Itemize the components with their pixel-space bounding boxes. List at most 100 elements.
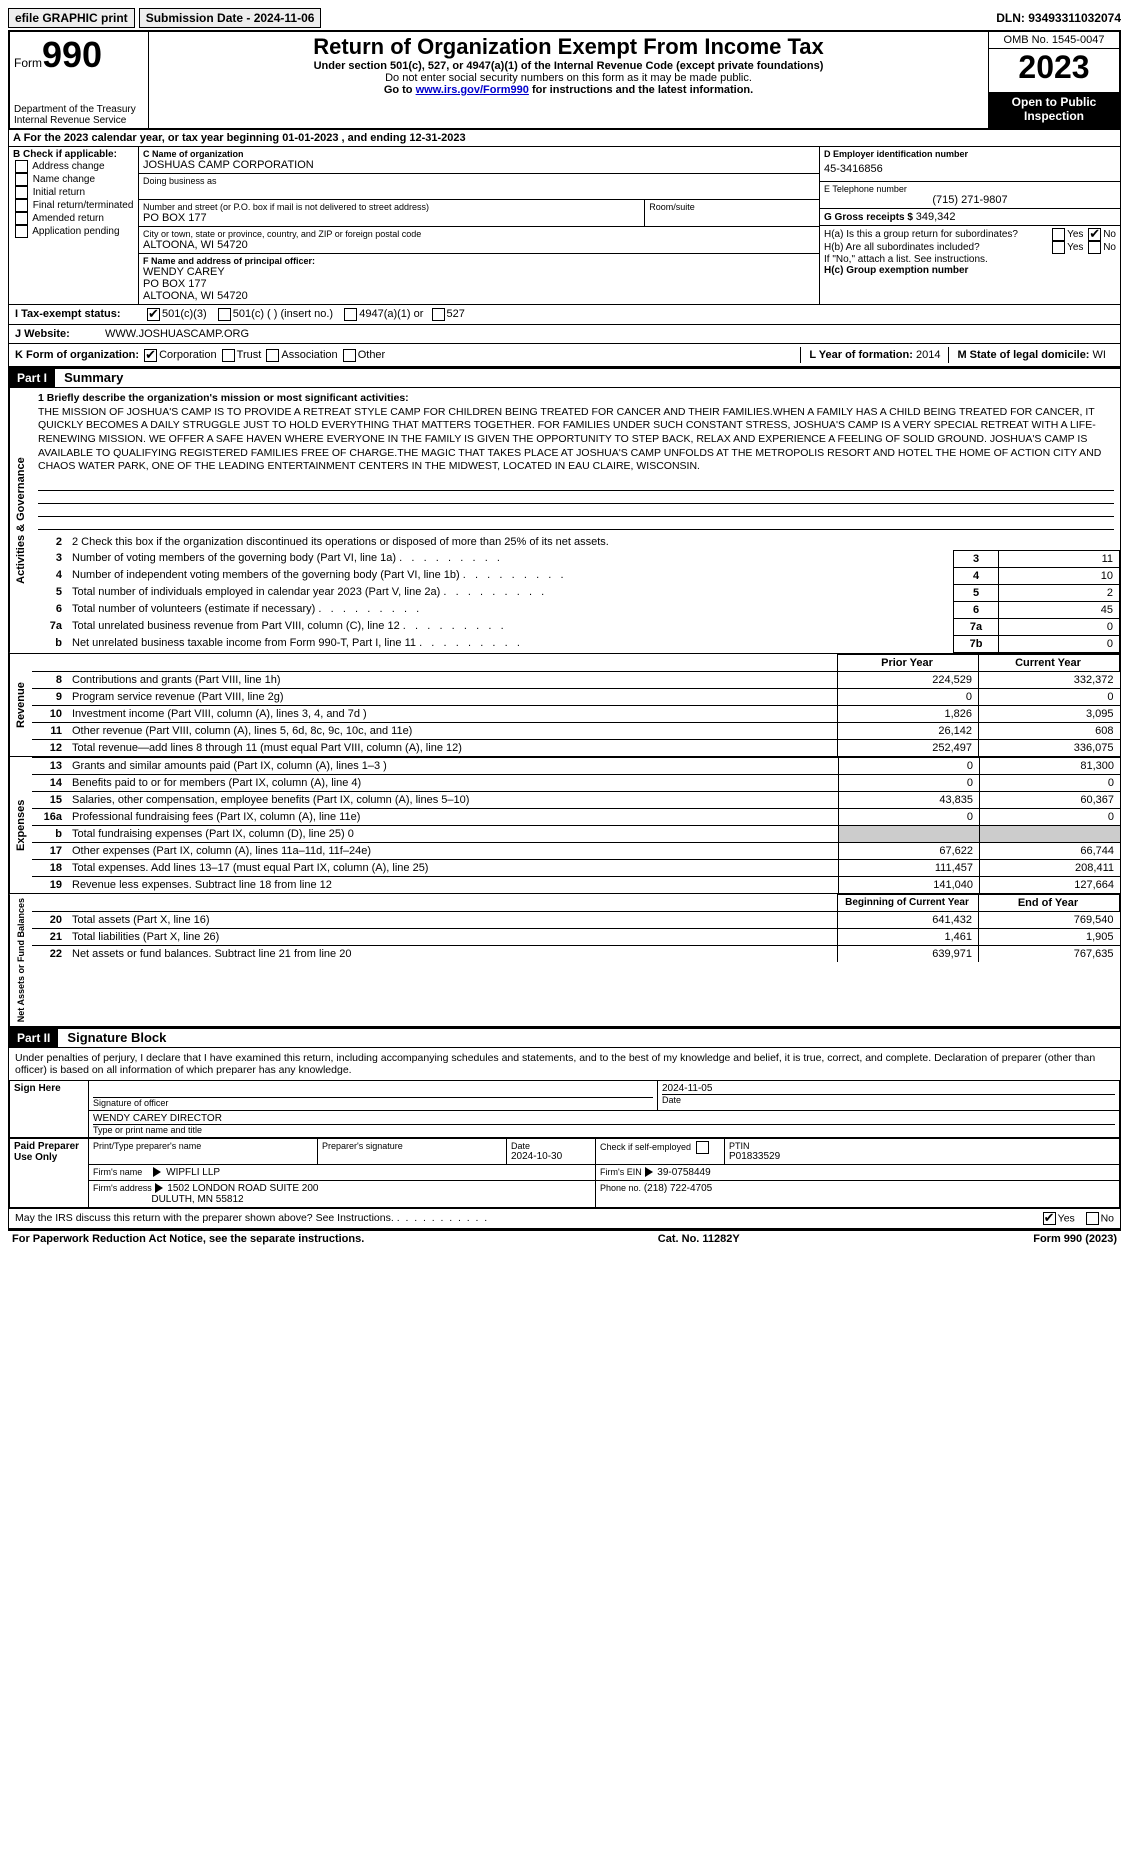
irs-link[interactable]: www.irs.gov/Form990 bbox=[416, 84, 529, 96]
phone: (715) 271-9807 bbox=[824, 194, 1116, 206]
open-public-badge: Open to Public Inspection bbox=[989, 92, 1121, 129]
revenue-section: Revenue Prior Year Current Year 8Contrib… bbox=[8, 654, 1121, 757]
submission-button[interactable]: Submission Date - 2024-11-06 bbox=[139, 8, 322, 28]
firm-addr1: 1502 LONDON ROAD SUITE 200 bbox=[167, 1183, 318, 1194]
footer-right: Form 990 (2023) bbox=[1033, 1233, 1117, 1245]
date-label: Date bbox=[662, 1095, 1115, 1105]
mission-blank-lines bbox=[38, 478, 1114, 530]
col-d: D Employer identification number 45-3416… bbox=[820, 147, 1120, 304]
side-activities: Activities & Governance bbox=[9, 388, 32, 653]
officer-printed: WENDY CAREY DIRECTOR bbox=[93, 1113, 1115, 1125]
main-info-grid: B Check if applicable: Address change Na… bbox=[8, 147, 1121, 305]
prep-phone: (218) 722-4705 bbox=[644, 1183, 712, 1194]
check-amended[interactable] bbox=[15, 212, 28, 225]
paid-preparer-table: Paid Preparer Use Only Print/Type prepar… bbox=[9, 1138, 1120, 1208]
col-b: B Check if applicable: Address change Na… bbox=[9, 147, 139, 304]
efile-button[interactable]: efile GRAPHIC print bbox=[8, 8, 135, 28]
phone-label: E Telephone number bbox=[824, 184, 1116, 194]
check-4947[interactable] bbox=[344, 308, 357, 321]
form-title: Return of Organization Exempt From Incom… bbox=[153, 34, 984, 60]
table-row: 6Total number of volunteers (estimate if… bbox=[32, 601, 1120, 618]
dln-label: DLN: 93493311032074 bbox=[996, 11, 1121, 25]
ein-label: D Employer identification number bbox=[824, 149, 1116, 159]
ha-no[interactable] bbox=[1088, 228, 1101, 241]
check-pending[interactable] bbox=[15, 225, 28, 238]
omb-number: OMB No. 1545-0047 bbox=[989, 32, 1119, 49]
col-b-header: B Check if applicable: bbox=[13, 149, 134, 160]
prior-year-hdr: Prior Year bbox=[838, 654, 979, 671]
check-assoc[interactable] bbox=[266, 349, 279, 362]
topbar: efile GRAPHIC print Submission Date - 20… bbox=[8, 8, 1121, 28]
expenses-section: Expenses 13Grants and similar amounts pa… bbox=[8, 757, 1121, 894]
check-self-employed[interactable] bbox=[696, 1141, 709, 1154]
declaration: Under penalties of perjury, I declare th… bbox=[9, 1048, 1120, 1080]
discuss-yes[interactable] bbox=[1043, 1212, 1056, 1225]
check-final[interactable] bbox=[15, 199, 28, 212]
side-revenue: Revenue bbox=[9, 654, 32, 756]
gross: 349,342 bbox=[916, 211, 956, 223]
firm-name: WIPFLI LLP bbox=[166, 1167, 220, 1178]
sign-here-label: Sign Here bbox=[10, 1081, 89, 1138]
table-row: 11Other revenue (Part VIII, column (A), … bbox=[32, 722, 1120, 739]
part1-title: Summary bbox=[64, 370, 123, 385]
table-row: 14Benefits paid to or for members (Part … bbox=[32, 774, 1120, 791]
city: ALTOONA, WI 54720 bbox=[143, 239, 815, 251]
firm-ein: 39-0758449 bbox=[657, 1167, 710, 1178]
officer-name: WENDY CAREY bbox=[143, 266, 815, 278]
table-row: 15Salaries, other compensation, employee… bbox=[32, 791, 1120, 808]
table-row: 12Total revenue—add lines 8 through 11 (… bbox=[32, 739, 1120, 756]
end-year-hdr: End of Year bbox=[979, 894, 1120, 911]
hb-yes[interactable] bbox=[1052, 241, 1065, 254]
check-corp[interactable] bbox=[144, 349, 157, 362]
subtitle-1: Under section 501(c), 527, or 4947(a)(1)… bbox=[153, 60, 984, 72]
check-501c[interactable] bbox=[218, 308, 231, 321]
part2-badge: Part II bbox=[9, 1029, 58, 1047]
revenue-table: Prior Year Current Year 8Contributions a… bbox=[32, 654, 1120, 756]
row-j: J Website: WWW.JOSHUASCAMP.ORG bbox=[8, 325, 1121, 344]
table-row: 18Total expenses. Add lines 13–17 (must … bbox=[32, 859, 1120, 876]
netassets-section: Net Assets or Fund Balances Beginning of… bbox=[8, 894, 1121, 1027]
dept-treasury: Department of the Treasury bbox=[14, 104, 144, 115]
gross-label: G Gross receipts $ bbox=[824, 212, 913, 223]
sig-officer-label: Signature of officer bbox=[93, 1098, 653, 1108]
mission-text: THE MISSION OF JOSHUA'S CAMP IS TO PROVI… bbox=[38, 406, 1101, 473]
org-name-label: C Name of organization bbox=[143, 149, 815, 159]
discuss-no[interactable] bbox=[1086, 1212, 1099, 1225]
table-row: 21Total liabilities (Part X, line 26)1,4… bbox=[32, 928, 1120, 945]
ha-yes[interactable] bbox=[1052, 228, 1065, 241]
subtitle-2: Do not enter social security numbers on … bbox=[153, 72, 984, 84]
row-k: K Form of organization: Corporation Trus… bbox=[8, 344, 1121, 367]
check-initial[interactable] bbox=[15, 186, 28, 199]
dept-irs: Internal Revenue Service bbox=[14, 115, 144, 126]
check-trust[interactable] bbox=[222, 349, 235, 362]
ha-label: H(a) Is this a group return for subordin… bbox=[824, 229, 1050, 240]
check-address[interactable] bbox=[15, 160, 28, 173]
check-501c3[interactable] bbox=[147, 308, 160, 321]
hb-no[interactable] bbox=[1088, 241, 1101, 254]
website: WWW.JOSHUASCAMP.ORG bbox=[105, 328, 249, 340]
table-row: 16aProfessional fundraising fees (Part I… bbox=[32, 808, 1120, 825]
type-label: Type or print name and title bbox=[93, 1125, 1115, 1135]
form-number: 990 bbox=[42, 34, 102, 75]
check-name[interactable] bbox=[15, 173, 28, 186]
officer-addr1: PO BOX 177 bbox=[143, 278, 815, 290]
check-527[interactable] bbox=[432, 308, 445, 321]
j-label: J Website: bbox=[15, 328, 105, 340]
table-row: 9Program service revenue (Part VIII, lin… bbox=[32, 688, 1120, 705]
line1-label: 1 Briefly describe the organization's mi… bbox=[38, 392, 409, 404]
table-row: 17Other expenses (Part IX, column (A), l… bbox=[32, 842, 1120, 859]
check-other[interactable] bbox=[343, 349, 356, 362]
arrow-icon bbox=[155, 1183, 163, 1193]
col-c: C Name of organization JOSHUAS CAMP CORP… bbox=[139, 147, 820, 304]
hc-label: H(c) Group exemption number bbox=[824, 265, 1116, 276]
table-row: 19Revenue less expenses. Subtract line 1… bbox=[32, 876, 1120, 893]
officer-addr2: ALTOONA, WI 54720 bbox=[143, 290, 815, 302]
dba-label: Doing business as bbox=[143, 176, 815, 186]
side-netassets: Net Assets or Fund Balances bbox=[9, 894, 32, 1026]
table-row: bNet unrelated business taxable income f… bbox=[32, 635, 1120, 652]
sign-here-table: Sign Here Signature of officer 2024-11-0… bbox=[9, 1080, 1120, 1138]
row-i: I Tax-exempt status: 501(c)(3) 501(c) ( … bbox=[8, 305, 1121, 325]
paid-preparer-label: Paid Preparer Use Only bbox=[10, 1139, 89, 1208]
footer: For Paperwork Reduction Act Notice, see … bbox=[8, 1229, 1121, 1247]
sig-date: 2024-11-05 bbox=[662, 1083, 1115, 1095]
